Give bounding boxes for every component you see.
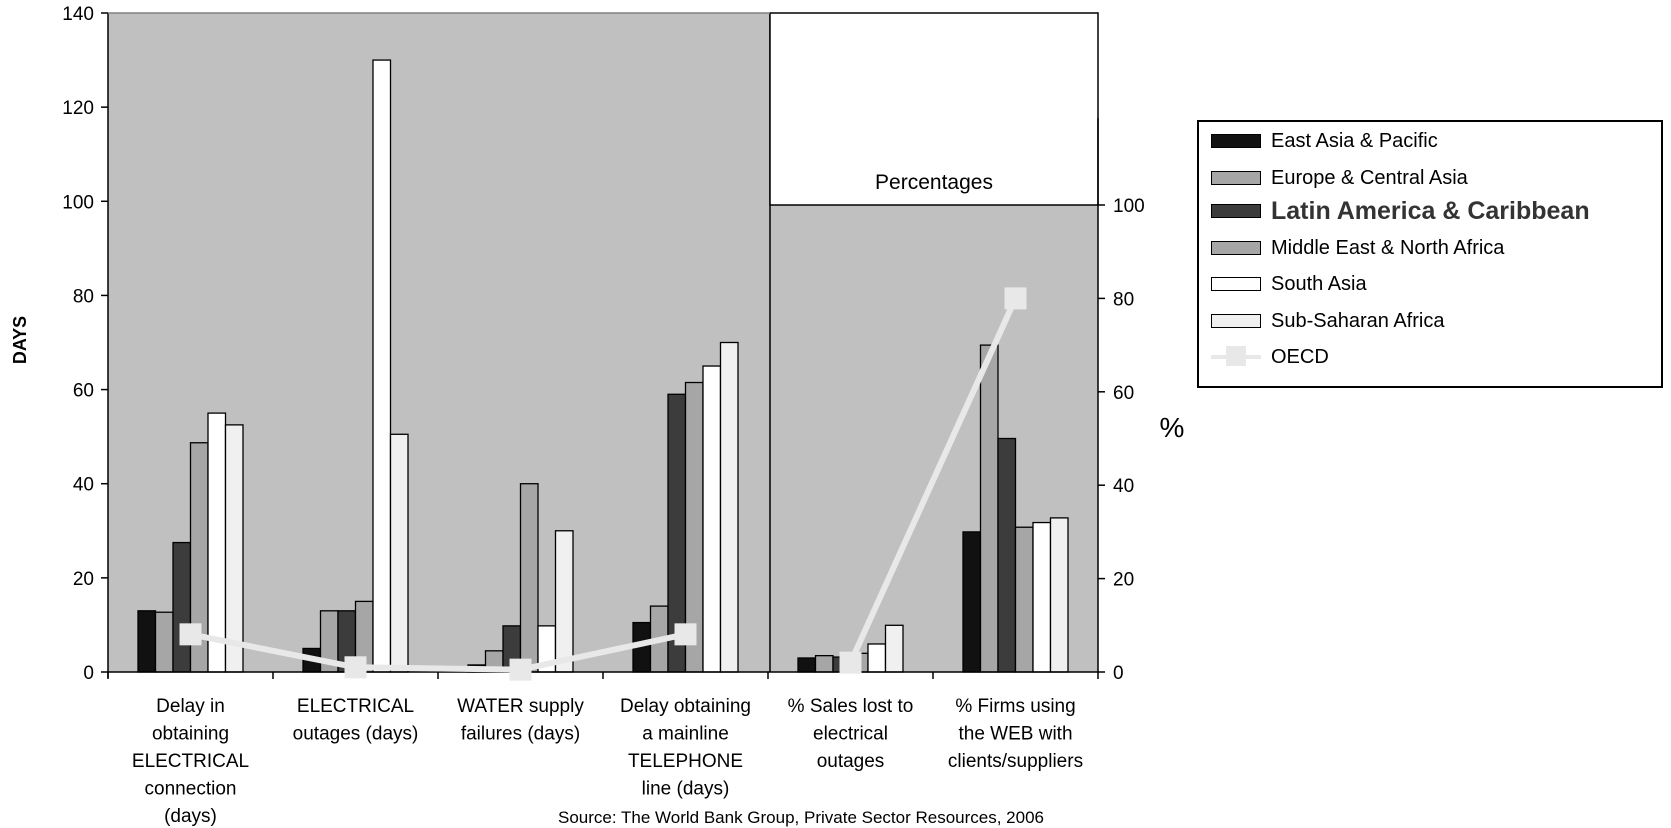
y2-tick-label: 20 <box>1113 570 1134 591</box>
y2-tick-label: 0 <box>1113 663 1124 684</box>
y-axis-title: DAYS <box>10 316 30 364</box>
y2-tick-label: 60 <box>1113 383 1134 404</box>
legend-item: Europe & Central Asia <box>1211 163 1468 193</box>
oecd-marker <box>344 656 367 679</box>
bar <box>372 59 392 673</box>
plot-area: Percentages <box>108 12 1099 672</box>
y2-tick-label: 100 <box>1113 196 1145 217</box>
bar <box>702 365 722 673</box>
legend-item: South Asia <box>1211 269 1367 299</box>
x-category-label: failures (days) <box>461 724 580 745</box>
legend-item: Latin America & Caribbean <box>1211 196 1590 226</box>
oecd-line <box>179 287 1027 681</box>
x-category-label: % Firms using <box>955 696 1075 717</box>
percentages-label: Percentages <box>875 171 993 194</box>
y-tick-label: 40 <box>73 475 94 496</box>
legend-swatch <box>1211 134 1261 148</box>
legend-swatch <box>1211 314 1261 328</box>
bar <box>1049 517 1069 673</box>
y2-tick-label: 40 <box>1113 476 1134 497</box>
x-category-label: obtaining <box>152 724 229 745</box>
bar <box>997 437 1017 673</box>
x-category-label: electrical <box>813 724 888 745</box>
x-category-label: a mainline <box>642 724 729 745</box>
legend-swatch <box>1211 204 1261 218</box>
x-category-label: Delay obtaining <box>620 696 751 717</box>
x-category-label: ELECTRICAL <box>132 751 249 772</box>
x-category-label: clients/suppliers <box>948 751 1083 772</box>
bar <box>1014 526 1034 673</box>
bar <box>207 412 227 673</box>
bar <box>154 611 174 673</box>
oecd-marker <box>509 658 532 681</box>
bar <box>1032 521 1052 673</box>
bar <box>979 344 999 673</box>
legend-item-oecd: OECD <box>1211 342 1329 372</box>
legend-line-swatch <box>1211 346 1261 366</box>
x-category-label: the WEB with <box>958 724 1072 745</box>
legend-swatch <box>1211 277 1261 291</box>
y-tick-label: 0 <box>83 663 94 684</box>
legend-label: Latin America & Caribbean <box>1271 196 1590 225</box>
x-category-label: % Sales lost to <box>788 696 914 717</box>
bar <box>719 341 739 673</box>
legend-swatch <box>1211 171 1261 185</box>
y2-tick-label: 80 <box>1113 289 1134 310</box>
percentages-box <box>769 12 1099 206</box>
x-category-label: WATER supply <box>457 696 584 717</box>
legend-label: Europe & Central Asia <box>1271 166 1468 189</box>
bar <box>867 643 887 673</box>
y-tick-label: 140 <box>62 4 94 25</box>
x-category-label: line (days) <box>642 779 730 800</box>
oecd-marker <box>1004 287 1027 310</box>
bar <box>389 433 409 673</box>
bar <box>962 531 982 673</box>
bar <box>519 483 539 673</box>
x-category-label: (days) <box>164 806 217 827</box>
y-tick-label: 80 <box>73 286 94 307</box>
x-category-label: connection <box>145 779 237 800</box>
legend-item: East Asia & Pacific <box>1211 126 1438 156</box>
oecd-marker <box>839 651 862 674</box>
legend-label: OECD <box>1271 345 1329 368</box>
y-tick-label: 60 <box>73 381 94 402</box>
x-category-label: TELEPHONE <box>628 751 743 772</box>
legend-label: South Asia <box>1271 272 1367 295</box>
x-category-label: outages (days) <box>293 724 419 745</box>
source-note: Source: The World Bank Group, Private Se… <box>558 808 1045 827</box>
y-tick-label: 120 <box>62 98 94 119</box>
oecd-marker <box>179 623 202 646</box>
x-category-label: outages <box>817 751 885 772</box>
y-tick-label: 100 <box>62 192 94 213</box>
x-category-label: ELECTRICAL <box>297 696 414 717</box>
y-tick-label: 20 <box>73 569 94 590</box>
legend-label: East Asia & Pacific <box>1271 129 1438 152</box>
oecd-line-days <box>189 631 687 673</box>
bar <box>814 655 834 673</box>
axes: 0 20 40 60 80 100 120 140 0 20 40 60 80 100 Delay in ob… <box>62 4 1144 827</box>
legend: East Asia & Pacific Europe & Central Asia… <box>1197 120 1663 388</box>
legend-item: Sub-Saharan Africa <box>1211 306 1444 336</box>
legend-item: Middle East & North Africa <box>1211 233 1504 263</box>
x-category-label: Delay in <box>156 696 225 717</box>
bar <box>884 624 904 673</box>
bar <box>554 530 574 673</box>
oecd-marker <box>674 623 697 646</box>
y2-axis-title: % <box>1160 412 1185 443</box>
bar <box>137 610 157 673</box>
legend-swatch <box>1211 241 1261 255</box>
legend-label: Sub-Saharan Africa <box>1271 309 1445 332</box>
oecd-line-percent <box>847 297 1019 664</box>
bar <box>224 424 244 673</box>
legend-label: Middle East & North Africa <box>1271 236 1505 259</box>
bar <box>797 657 817 673</box>
bar <box>172 541 192 673</box>
